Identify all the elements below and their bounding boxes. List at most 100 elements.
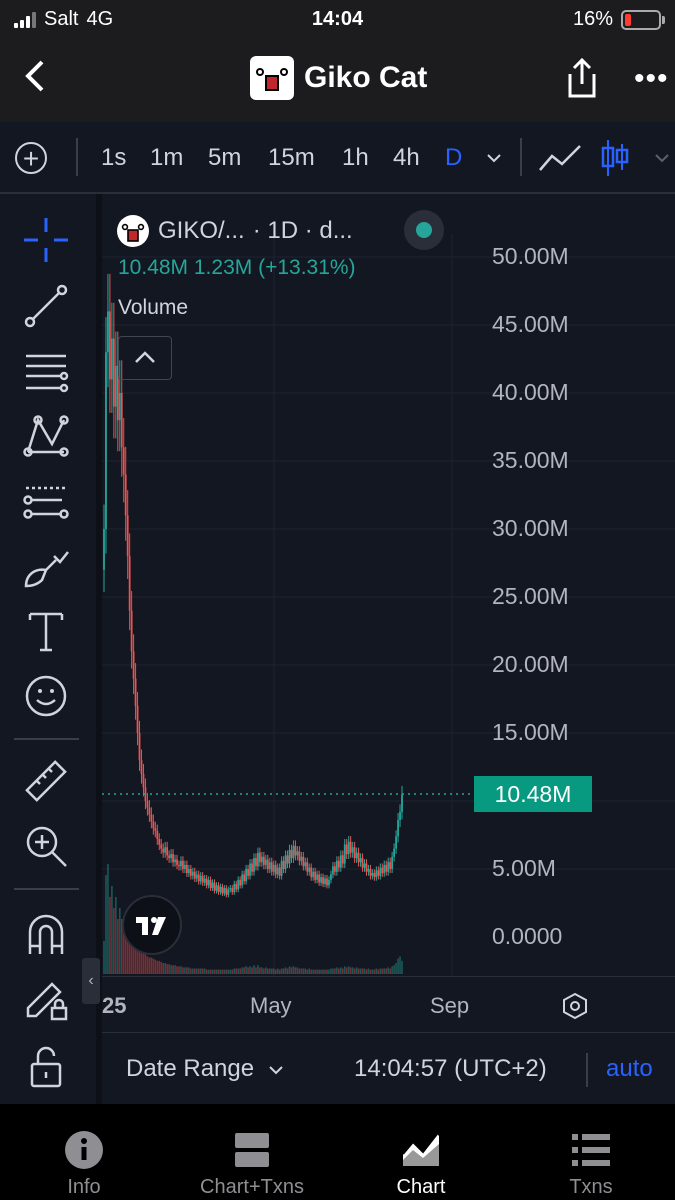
network-type: 4G — [86, 8, 114, 30]
forecast-icon[interactable] — [22, 478, 70, 526]
volume-bar — [300, 968, 303, 974]
date-range-button[interactable]: Date Range — [126, 1055, 285, 1083]
volume-bar — [192, 968, 194, 974]
candle — [146, 801, 149, 808]
candle — [282, 860, 285, 869]
tab-chart-txns[interactable]: Chart+Txns — [168, 1104, 336, 1200]
trend-line-icon[interactable] — [22, 282, 70, 330]
volume-bar — [207, 969, 210, 974]
add-indicator-button[interactable]: + — [15, 142, 47, 174]
volume-bar — [298, 968, 301, 974]
volume-bar — [288, 966, 291, 974]
collapse-toolbar-handle[interactable]: ‹ — [82, 958, 100, 1004]
volume-bar — [318, 969, 320, 974]
volume-bar — [340, 967, 342, 974]
back-button[interactable] — [22, 58, 48, 101]
symbol-legend[interactable]: GIKO/... · 1D · d... — [116, 214, 353, 248]
volume-bar — [253, 965, 255, 974]
magnet-icon[interactable] — [22, 910, 70, 958]
volume-bar — [243, 967, 245, 974]
candle — [304, 862, 307, 867]
volume-bar — [257, 965, 259, 974]
timezone-clock[interactable]: 14:04:57 (UTC+2) — [354, 1055, 547, 1082]
emoji-icon[interactable] — [22, 672, 70, 720]
volume-bar — [286, 968, 289, 974]
chevron-down-icon[interactable] — [484, 152, 504, 166]
more-button[interactable]: ••• — [634, 62, 669, 96]
volume-bar — [326, 969, 328, 974]
tab-txns[interactable]: Txns — [507, 1104, 675, 1200]
x-tick-label: Sep — [430, 993, 470, 1018]
brush-icon[interactable] — [22, 544, 70, 592]
volume-bar — [219, 969, 222, 974]
chevron-down-icon[interactable] — [652, 152, 672, 166]
candle — [316, 874, 319, 880]
share-button[interactable] — [564, 56, 600, 105]
candle — [105, 352, 107, 529]
chart-area[interactable]: GIKO/... · 1D · d... 10.48M 1.23M (+13.3… — [102, 194, 675, 1024]
info-icon — [65, 1131, 103, 1169]
candle — [286, 855, 289, 864]
interval-1s[interactable]: 1s — [101, 144, 127, 171]
candle — [201, 875, 204, 883]
candle — [152, 821, 155, 829]
volume-bar — [134, 943, 137, 974]
status-bar: Salt 4G 14:04 16% — [0, 0, 675, 38]
text-tool-icon[interactable] — [22, 608, 70, 656]
status-dot-icon — [416, 222, 432, 238]
interval-d[interactable]: D — [445, 144, 463, 171]
interval-1h[interactable]: 1h — [342, 144, 369, 171]
candle — [205, 878, 208, 886]
page-title: Giko Cat — [304, 61, 428, 94]
lock-drawings-icon[interactable] — [22, 974, 70, 1022]
market-status-indicator[interactable] — [404, 210, 444, 250]
candle — [397, 820, 399, 837]
candle — [347, 841, 350, 855]
tradingview-logo[interactable] — [122, 895, 182, 955]
symbol-meta: · 1D · d... — [252, 217, 353, 244]
candle — [322, 877, 324, 884]
candle — [391, 856, 394, 869]
volume-bar — [235, 968, 238, 974]
volume-bar — [241, 967, 243, 974]
volume-bar — [290, 967, 293, 974]
volume-bar — [124, 919, 127, 974]
interval-15m[interactable]: 15m — [268, 144, 315, 171]
candle — [330, 874, 332, 880]
y-tick-label: 15.00M — [492, 719, 569, 745]
price-chart[interactable] — [102, 194, 675, 976]
auto-scale-toggle[interactable]: auto — [606, 1055, 653, 1082]
line-chart-type-icon[interactable] — [538, 142, 582, 174]
candles-chart-type-icon[interactable] — [600, 138, 630, 178]
unlock-icon[interactable] — [22, 1042, 70, 1090]
collapse-legend-button[interactable] — [118, 336, 172, 380]
interval-5m[interactable]: 5m — [208, 144, 242, 171]
interval-1m[interactable]: 1m — [150, 144, 184, 171]
interval-4h[interactable]: 4h — [393, 144, 420, 171]
volume-indicator-label[interactable]: Volume — [118, 296, 189, 319]
volume-bar — [375, 968, 378, 974]
candle — [162, 848, 165, 853]
candle — [288, 849, 291, 864]
zoom-in-icon[interactable] — [22, 822, 70, 870]
candle — [259, 852, 261, 863]
volume-bar — [338, 968, 340, 974]
time-axis[interactable]: 25 May Sep — [102, 976, 675, 1033]
tab-info[interactable]: Info — [0, 1104, 168, 1200]
fib-lines-icon[interactable] — [22, 348, 70, 396]
candles — [103, 273, 403, 898]
candle — [120, 393, 123, 448]
ruler-icon[interactable] — [22, 758, 70, 806]
volume-bar — [334, 968, 336, 974]
volume-bar — [270, 968, 273, 974]
candle — [379, 867, 382, 876]
tab-chart[interactable]: Chart — [337, 1104, 505, 1200]
volume-bar — [247, 967, 249, 974]
volume-bar — [249, 966, 251, 974]
candle — [324, 878, 326, 884]
pattern-icon[interactable] — [22, 412, 70, 460]
crosshair-icon[interactable] — [22, 216, 70, 264]
candle — [383, 864, 386, 874]
candle — [312, 871, 315, 878]
chart-settings-icon[interactable] — [560, 991, 590, 1021]
